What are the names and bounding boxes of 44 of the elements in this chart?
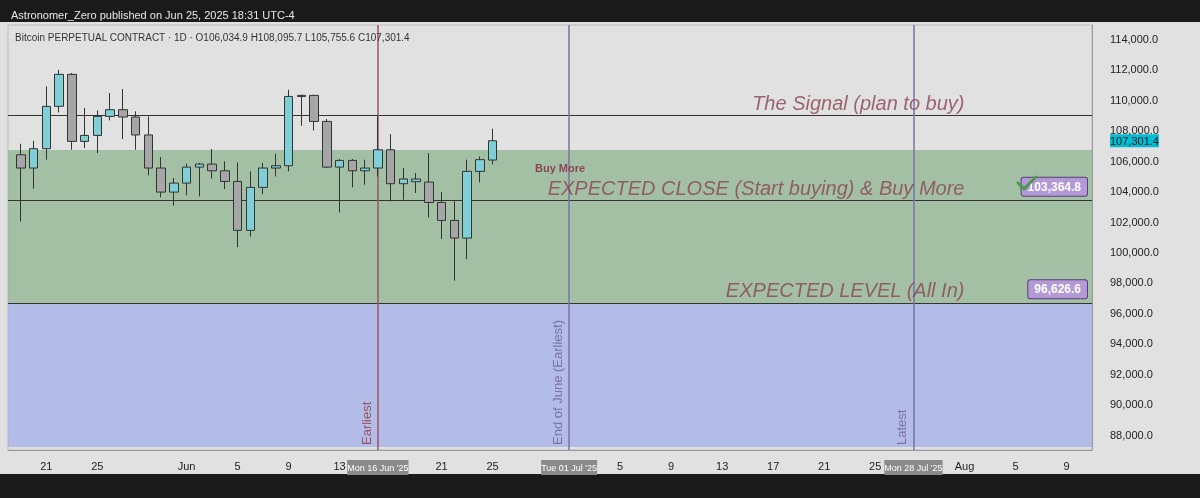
x-tick-label: Mon 16 Jun '25 bbox=[347, 462, 409, 473]
ref-line-label: End of June (Earliest) bbox=[550, 319, 566, 445]
y-tick-label: 108,000.0 bbox=[1110, 124, 1159, 137]
x-tick-label: Jun bbox=[177, 459, 196, 472]
x-tick-label: 5 bbox=[617, 459, 624, 472]
x-tick-label: 25 bbox=[869, 459, 882, 472]
y-tick-label: 106,000.0 bbox=[1110, 154, 1159, 167]
y-tick-label: 94,000.0 bbox=[1110, 337, 1153, 350]
y-tick-label: 114,000.0 bbox=[1110, 32, 1159, 45]
x-tick-label: 21 bbox=[40, 459, 53, 472]
x-tick-label: 9 bbox=[668, 459, 675, 472]
annotation: EXPECTED CLOSE (Start buying) & Buy More bbox=[547, 176, 965, 199]
chart-title: Astronomer_Zero published on Jun 25, 2025 18:31 UTC-4 bbox=[11, 8, 295, 21]
y-tick-label: 92,000.0 bbox=[1110, 367, 1153, 380]
ref-line-label: 103,364.8 bbox=[1027, 179, 1082, 194]
y-tick-label: 88,000.0 bbox=[1110, 428, 1153, 441]
x-tick-label: Aug bbox=[954, 459, 975, 472]
x-tick-label: 9 bbox=[285, 459, 292, 472]
y-tick-label: 102,000.0 bbox=[1110, 215, 1159, 228]
x-tick-label: 5 bbox=[234, 459, 241, 472]
x-tick-label: 13 bbox=[716, 459, 729, 472]
y-tick-label: 104,000.0 bbox=[1110, 185, 1159, 198]
x-tick-label: 9 bbox=[1063, 459, 1070, 472]
y-tick-label: 98,000.0 bbox=[1110, 276, 1153, 289]
x-tick-label: 25 bbox=[91, 459, 104, 472]
y-tick-label: 112,000.0 bbox=[1110, 63, 1159, 76]
x-tick-label: Mon 28 Jul '25 bbox=[884, 462, 943, 473]
ref-line-label: 96,626.6 bbox=[1034, 282, 1082, 297]
x-tick-label: 25 bbox=[486, 459, 499, 472]
x-tick-label: 21 bbox=[818, 459, 831, 472]
ref-line-label: Earliest bbox=[358, 401, 374, 445]
y-tick-label: 110,000.0 bbox=[1110, 93, 1159, 106]
x-tick-label: 21 bbox=[435, 459, 448, 472]
ref-line-label: Latest bbox=[894, 409, 910, 445]
y-tick-label: 100,000.0 bbox=[1110, 245, 1159, 258]
annotation: EXPECTED LEVEL (All In) bbox=[725, 279, 965, 302]
y-tick-label: 96,000.0 bbox=[1110, 306, 1153, 319]
y-tick-label: 107,301.4 bbox=[1110, 134, 1159, 147]
x-tick-label: 5 bbox=[1012, 459, 1019, 472]
x-tick-label: 17 bbox=[767, 459, 780, 472]
x-tick-label: 13 bbox=[333, 459, 346, 472]
annotation: Buy More bbox=[535, 161, 586, 174]
x-tick-label: Tue 01 Jul '25 bbox=[541, 462, 598, 473]
y-tick-label: 90,000.0 bbox=[1110, 398, 1153, 411]
